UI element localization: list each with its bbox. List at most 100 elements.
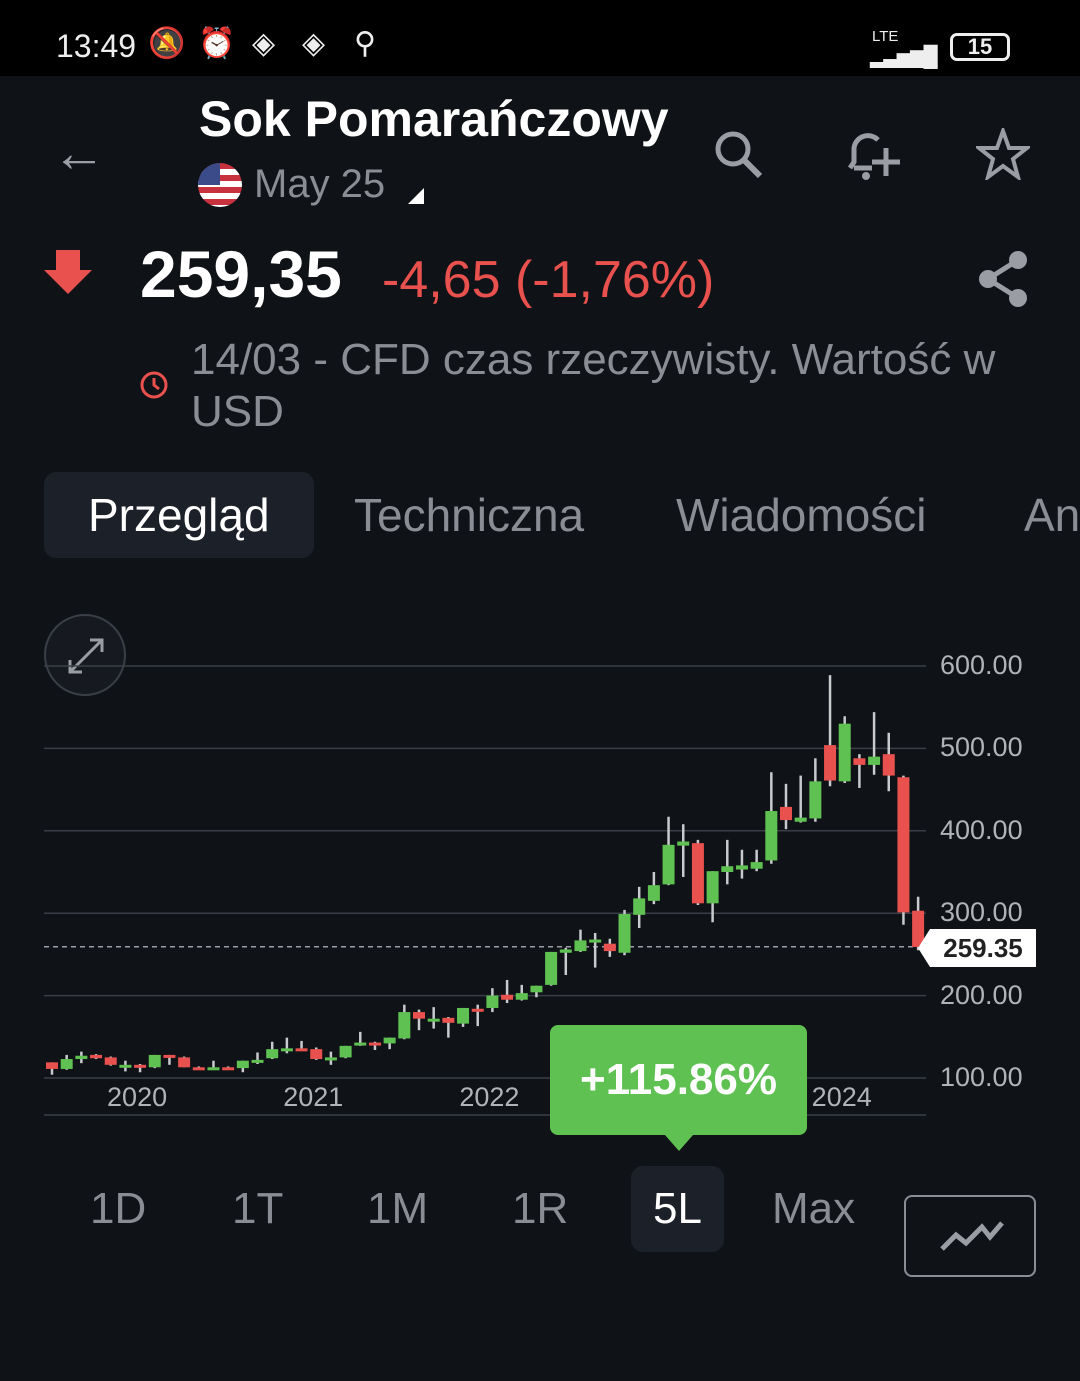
chart-type-button[interactable] [904, 1195, 1036, 1277]
candle-body [60, 1059, 73, 1069]
candle-body [104, 1057, 117, 1065]
mute-bell-icon: 🔕 [148, 27, 186, 60]
candle-body [324, 1057, 337, 1061]
candle-body [119, 1064, 132, 1068]
range-max[interactable]: Max [772, 1184, 856, 1233]
tab-technical[interactable]: Techniczna [354, 489, 585, 541]
back-arrow-icon[interactable]: ← [52, 123, 106, 183]
candle-body [780, 806, 792, 821]
candle-body [574, 940, 587, 952]
tab-overview[interactable]: Przegląd [44, 472, 314, 558]
candle-body [691, 843, 704, 904]
candle-body [589, 939, 602, 943]
battery-level: 15 [967, 34, 993, 59]
candle-body [178, 1057, 191, 1068]
candle-body [882, 754, 895, 776]
candle-body [471, 1008, 484, 1012]
range-1y[interactable]: 1R [512, 1184, 569, 1233]
signal-icon: ▂▃▅▆█ [870, 46, 938, 68]
candle-body [735, 865, 748, 870]
x-tick-label: 2022 [459, 1082, 520, 1112]
candle-body [427, 1018, 440, 1022]
battery-icon: 15 [950, 33, 1010, 61]
candle-body [207, 1067, 220, 1071]
dropdown-icon[interactable] [408, 188, 424, 204]
candle-body [368, 1042, 381, 1046]
candle-body [750, 862, 763, 869]
candle-body [383, 1037, 396, 1044]
y-tick-label: 600.00 [940, 650, 1023, 680]
layers-icon: ◈ [302, 27, 326, 60]
location-icon: ⚲ [354, 27, 376, 60]
tab-news[interactable]: Wiadomości [676, 489, 927, 541]
candle-body [134, 1064, 147, 1068]
candle-body [148, 1054, 161, 1068]
y-tick-label: 300.00 [940, 897, 1023, 928]
candle-body [662, 844, 675, 885]
candle-body [868, 756, 881, 765]
candle-body [515, 993, 528, 1000]
performance-badge: +115.86% [550, 1025, 807, 1151]
candle-body [310, 1049, 323, 1060]
candle-body [603, 943, 616, 952]
status-time: 13:49 [56, 28, 137, 64]
candle-body [339, 1045, 352, 1058]
alarm-icon: ⏰ [198, 27, 236, 60]
quote-info: 14/03 - CFD czas rzeczywisty. Wartość w … [191, 335, 996, 436]
last-price: 259,35 [140, 237, 342, 311]
candle-body [413, 1012, 425, 1019]
y-tick-label: 500.00 [940, 732, 1023, 763]
candle-body [354, 1042, 367, 1046]
range-5y[interactable]: 5L [631, 1166, 724, 1252]
candle-body [236, 1060, 249, 1069]
candle-body [266, 1049, 279, 1059]
candlestick-chart[interactable] [0, 600, 1080, 1140]
share-icon[interactable] [976, 250, 1030, 308]
candle-body [853, 758, 866, 765]
y-tick-label: 400.00 [940, 814, 1023, 845]
contract-selector[interactable]: May 25 [254, 162, 386, 206]
candle-body [838, 723, 851, 782]
candle-body [897, 777, 910, 913]
candle-body [486, 995, 499, 1008]
search-icon[interactable] [712, 128, 764, 180]
x-tick-label: 2020 [107, 1082, 168, 1112]
add-alert-icon[interactable] [842, 124, 902, 184]
candle-body [398, 1012, 411, 1039]
candle-body [46, 1062, 58, 1069]
candle-body [721, 866, 734, 872]
candle-body [222, 1067, 235, 1071]
candle-body [163, 1054, 176, 1058]
candle-body [809, 781, 822, 819]
us-flag-icon [198, 163, 242, 207]
price-change: -4,65 (-1,76%) [382, 251, 715, 309]
candle-body [75, 1055, 88, 1060]
x-tick-label: 2024 [811, 1082, 872, 1112]
candle-body [295, 1048, 308, 1052]
candle-body [677, 841, 690, 846]
layers-icon: ◈ [252, 27, 276, 60]
range-1m[interactable]: 1M [367, 1184, 429, 1233]
candle-body [647, 885, 660, 901]
candle-body [251, 1059, 264, 1063]
x-tick-label: 2021 [283, 1082, 344, 1112]
clock-icon [140, 371, 168, 399]
tab-analysis[interactable]: Ana [1024, 489, 1080, 541]
line-chart-icon [940, 1221, 1004, 1251]
candle-body [442, 1017, 455, 1023]
candle-body [765, 811, 778, 861]
candle-body [280, 1048, 293, 1052]
status-bar: 13:49 🔕 ⏰ ◈ ◈ ⚲ LTE ▂▃▅▆█ 15 [0, 0, 1080, 76]
page-title: Sok Pomarańczowy [199, 91, 669, 147]
candle-body [545, 951, 558, 985]
current-price-label: 259.35 [918, 929, 1036, 967]
candle-body [633, 898, 646, 915]
range-1w[interactable]: 1T [232, 1184, 284, 1233]
range-1d[interactable]: 1D [90, 1184, 147, 1233]
star-icon[interactable] [976, 128, 1030, 180]
candle-body [794, 817, 807, 822]
candle-body [530, 985, 543, 993]
candle-body [457, 1007, 470, 1024]
candle-body [824, 745, 837, 781]
expand-chart-button[interactable] [44, 614, 126, 696]
